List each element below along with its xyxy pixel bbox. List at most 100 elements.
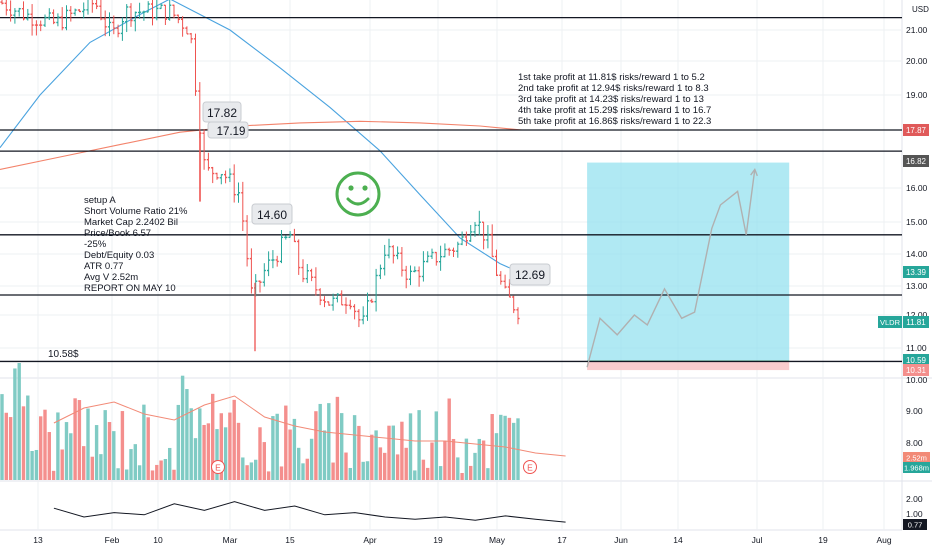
slow-moving-average-line (0, 120, 523, 170)
volume-bar (163, 458, 168, 480)
time-label: Apr (363, 535, 376, 545)
volume-bar (490, 414, 494, 480)
volume-bar (4, 412, 8, 480)
volume-bar (327, 403, 331, 480)
callout-17-82[interactable]: 17.82 (202, 101, 242, 123)
price-tick: 13.00 (906, 281, 928, 291)
time-label: Aug (876, 535, 891, 545)
volume-bar (456, 457, 460, 480)
osc-badge: 0.77 (903, 519, 927, 530)
volume-bar (512, 422, 516, 480)
volume-average-path (53, 395, 566, 457)
volume-bar (499, 414, 503, 480)
volume-bar (309, 438, 314, 480)
volume-bar (464, 438, 469, 480)
volume-bar (430, 442, 434, 480)
callout-12-69[interactable]: 12.69 (509, 263, 551, 286)
take-profit-notes[interactable]: 1st take profit at 11.81$ risks/reward 1… (518, 72, 711, 127)
earnings-marker-label: E (527, 463, 533, 473)
price-tick: 15.00 (906, 217, 928, 227)
price-axis[interactable]: USD 21.00 20.00 19.00 16.00 15.00 14.00 … (878, 5, 929, 385)
callout-label: 17.82 (207, 106, 237, 120)
volume-bar (69, 433, 73, 480)
volume-bar (340, 413, 344, 480)
volume-bar (469, 465, 473, 480)
callout-label: 17.19 (217, 126, 246, 138)
volume-bar (426, 467, 430, 480)
volume-bar (21, 406, 26, 480)
volume-bar (348, 467, 352, 480)
callout-14-60[interactable]: 14.60 (251, 203, 293, 225)
earnings-marker[interactable]: E (523, 460, 537, 474)
take-profit-line: 2nd take profit at 12.94$ risks/reward 1… (518, 83, 709, 94)
volume-bar (421, 459, 426, 480)
price-tick: 20.00 (906, 56, 928, 66)
horizontal-levels[interactable] (0, 16, 902, 363)
volume-bar (198, 408, 202, 480)
price-tick: 14.00 (906, 249, 928, 259)
volume-bar (60, 449, 64, 480)
volume-bar (103, 410, 107, 480)
atr-line (53, 501, 566, 523)
volume-bar (8, 417, 13, 480)
volume-bar (438, 466, 443, 480)
callout-label: 12.69 (515, 268, 545, 282)
fast-moving-average-line (0, 0, 523, 275)
volume-bar (417, 410, 421, 480)
time-label: 13 (33, 535, 43, 545)
volume-bar (0, 394, 4, 480)
volume-bar (318, 403, 322, 480)
volume-bar (331, 462, 335, 480)
volume-bar (352, 415, 357, 480)
volume-bar (236, 422, 241, 480)
price-tick: 16.00 (906, 183, 928, 193)
osc-axis[interactable]: 2.00 1.00 0.77 (903, 494, 927, 530)
projected-path-arrowhead (750, 167, 758, 177)
volume-bar (507, 417, 512, 480)
volume-bar (408, 413, 413, 480)
volume-bar (168, 447, 172, 480)
volume-bar (30, 450, 34, 480)
volume-bar (344, 452, 348, 480)
time-label: Mar (223, 535, 238, 545)
volume-bar (288, 429, 292, 480)
volume-bar (434, 411, 438, 480)
time-axis[interactable]: 13 Feb 10 Mar 15 Apr 19 May 17 Jun 14 Ju… (33, 535, 892, 545)
badge-label: 10.31 (906, 366, 927, 375)
volume-bar (211, 393, 215, 480)
volume-bar (357, 425, 361, 480)
volume-bar (447, 398, 451, 480)
volume-bar (26, 395, 30, 480)
volume-bar (335, 396, 340, 480)
time-label: 15 (285, 535, 295, 545)
projected-path[interactable] (586, 167, 758, 368)
volume-bar (155, 464, 159, 480)
volume-bar (223, 427, 228, 480)
current-price-badge: VLDR 11.81 (878, 316, 929, 328)
osc-tick: 1.00 (906, 509, 923, 519)
earnings-marker[interactable]: E (211, 460, 225, 474)
price-tick: 11.00 (906, 343, 927, 353)
setup-notes[interactable]: setup A Short Volume Ratio 21% Market Ca… (84, 195, 188, 294)
ticker-symbol: VLDR (880, 318, 901, 327)
volume-bar (39, 416, 43, 480)
volume-bar (172, 469, 176, 480)
volume-axis[interactable]: 9.00 8.00 2.52m 1.968m (903, 406, 930, 473)
time-label: Jun (614, 535, 628, 545)
volume-bar (176, 404, 180, 480)
volume-bar (215, 429, 219, 480)
callout-17-19[interactable]: 17.19 (207, 121, 249, 139)
badge-label: 2.52m (906, 454, 927, 463)
volume-bar (137, 465, 142, 480)
volume-bar (206, 423, 211, 480)
volume-bar (17, 363, 21, 480)
volume-bar (279, 466, 284, 480)
volume-bar (180, 375, 185, 480)
volume-bar (202, 424, 206, 480)
long-position-tool[interactable] (587, 162, 790, 371)
time-label: 17 (557, 535, 567, 545)
volume-bar (284, 405, 288, 480)
badge-label: 13.39 (906, 268, 927, 277)
volume-bar (370, 434, 374, 480)
